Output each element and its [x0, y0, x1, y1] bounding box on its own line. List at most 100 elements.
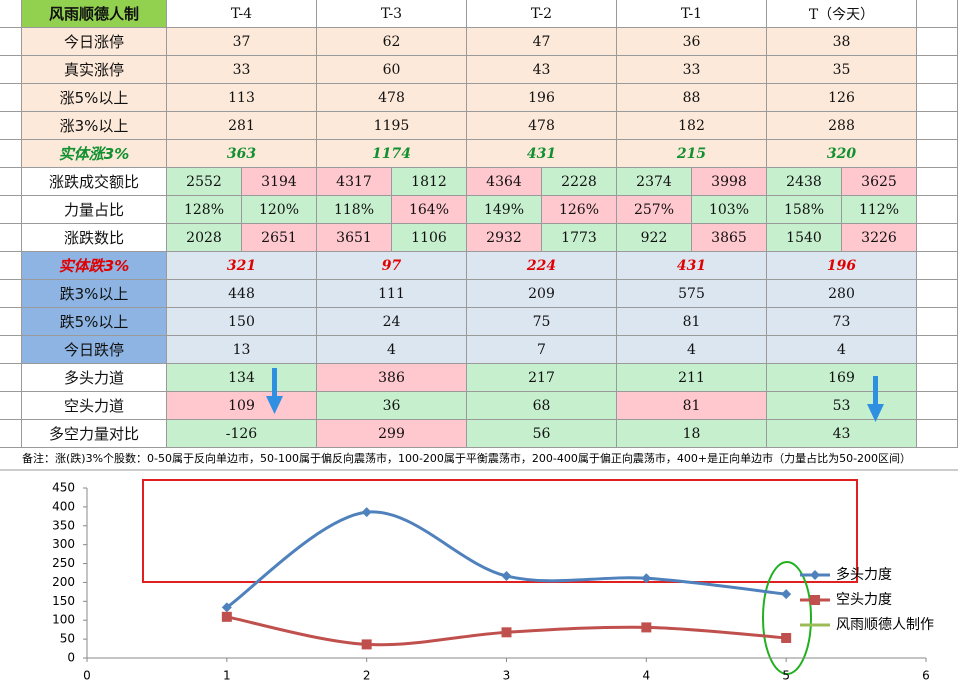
data-cell: 4317	[317, 168, 392, 196]
gutter	[0, 336, 22, 364]
data-cell: 36	[317, 392, 467, 420]
marker	[781, 632, 792, 643]
header-cell: 风雨顺德人制	[22, 0, 167, 28]
gutter	[917, 112, 958, 140]
data-cell: 2028	[167, 224, 242, 252]
y-tick-label: 50	[60, 632, 75, 646]
data-cell: 224	[467, 252, 617, 280]
marker	[501, 571, 512, 582]
data-cell: 53	[767, 392, 917, 420]
data-cell: 4	[767, 336, 917, 364]
legend-marker	[810, 595, 820, 605]
data-cell: 280	[767, 280, 917, 308]
data-cell: 281	[167, 112, 317, 140]
data-cell: 1773	[542, 224, 617, 252]
data-cell: 2374	[617, 168, 692, 196]
y-tick-label: 150	[52, 594, 75, 608]
highlight-ellipse	[762, 561, 812, 675]
y-tick-label: 0	[67, 651, 75, 665]
data-cell: 386	[317, 364, 467, 392]
data-cell: 288	[767, 112, 917, 140]
data-cell: 126%	[542, 196, 617, 224]
gutter	[0, 280, 22, 308]
data-cell: 1106	[392, 224, 467, 252]
data-cell: 478	[317, 84, 467, 112]
data-cell: 113	[167, 84, 317, 112]
data-cell: 320	[767, 140, 917, 168]
header-cell: T-3	[317, 0, 467, 28]
marker	[781, 589, 792, 600]
data-cell: 112%	[842, 196, 917, 224]
data-cell: 150	[167, 308, 317, 336]
series-line	[225, 510, 787, 609]
row-label: 涨5%以上	[22, 84, 167, 112]
data-cell: 2552	[167, 168, 242, 196]
gutter	[0, 252, 22, 280]
data-cell: 62	[317, 28, 467, 56]
data-cell: 120%	[242, 196, 317, 224]
gutter	[917, 280, 958, 308]
data-cell: 448	[167, 280, 317, 308]
header-cell: T-4	[167, 0, 317, 28]
gutter	[917, 0, 958, 28]
gutter	[917, 336, 958, 364]
data-cell: 7	[467, 336, 617, 364]
data-cell: 1540	[767, 224, 842, 252]
gutter	[0, 392, 22, 420]
data-cell: 60	[317, 56, 467, 84]
y-tick-label: 300	[52, 537, 75, 551]
data-cell: 196	[467, 84, 617, 112]
data-cell: 4	[317, 336, 467, 364]
data-cell: 164%	[392, 196, 467, 224]
row-label: 涨跌数比	[22, 224, 167, 252]
data-cell: 4364	[467, 168, 542, 196]
gutter	[917, 196, 958, 224]
data-cell: 321	[167, 252, 317, 280]
data-cell: 88	[617, 84, 767, 112]
highlight-box	[142, 479, 858, 583]
x-tick-label: 0	[83, 669, 91, 683]
data-cell: 36	[617, 28, 767, 56]
legend-marker	[810, 570, 820, 580]
row-label: 多头力道	[22, 364, 167, 392]
gutter	[917, 420, 958, 448]
data-cell: 126	[767, 84, 917, 112]
data-cell: 47	[467, 28, 617, 56]
data-cell: 128%	[167, 196, 242, 224]
data-cell: 575	[617, 280, 767, 308]
row-label: 真实涨停	[22, 56, 167, 84]
marker	[221, 602, 232, 613]
marker	[641, 622, 652, 633]
data-cell: 75	[467, 308, 617, 336]
data-cell: 299	[317, 420, 467, 448]
data-cell: 922	[617, 224, 692, 252]
data-cell: 217	[467, 364, 617, 392]
data-cell: 13	[167, 336, 317, 364]
x-tick-label: 5	[782, 669, 790, 683]
data-cell: 2932	[467, 224, 542, 252]
gutter	[917, 168, 958, 196]
y-tick-label: 450	[52, 481, 75, 495]
marker	[501, 627, 512, 638]
gutter	[917, 140, 958, 168]
gutter	[0, 56, 22, 84]
gutter	[0, 28, 22, 56]
data-cell: 68	[467, 392, 617, 420]
gutter	[0, 0, 22, 28]
x-tick-label: 2	[363, 669, 371, 683]
data-cell: 1812	[392, 168, 467, 196]
data-cell: 43	[767, 420, 917, 448]
data-cell: 97	[317, 252, 467, 280]
row-label: 今日涨停	[22, 28, 167, 56]
legend-label: 空头力度	[836, 592, 892, 608]
data-cell: 3998	[692, 168, 767, 196]
row-label: 实体涨3%	[22, 140, 167, 168]
row-label: 今日跌停	[22, 336, 167, 364]
data-cell: 81	[617, 308, 767, 336]
legend-label: 风雨顺德人制作	[836, 617, 934, 633]
row-label: 力量占比	[22, 196, 167, 224]
gutter	[0, 308, 22, 336]
data-cell: 169	[767, 364, 917, 392]
row-label: 空头力道	[22, 392, 167, 420]
row-label: 跌5%以上	[22, 308, 167, 336]
